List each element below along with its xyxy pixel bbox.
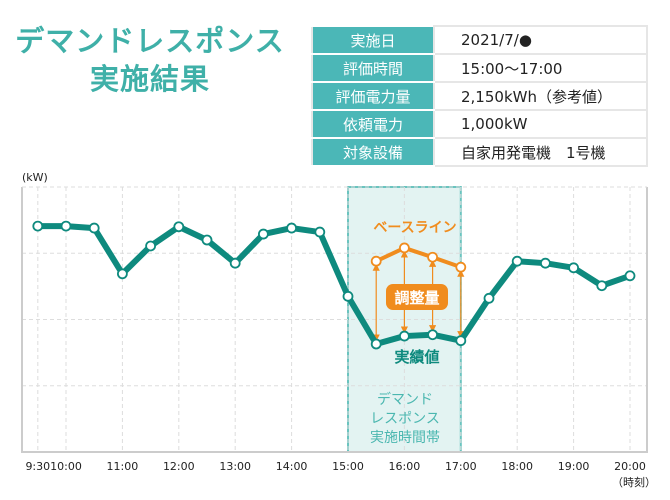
- dr-band-label: デマンド: [377, 391, 433, 408]
- x-tick-label: 13:00: [219, 460, 251, 473]
- actual-point: [60, 220, 72, 232]
- x-tick-label: 11:00: [107, 460, 139, 473]
- actual-point: [511, 255, 523, 267]
- row-label: 評価時間: [311, 53, 435, 83]
- x-tick-label: 15:00: [332, 460, 364, 473]
- row-label: 実施日: [311, 25, 435, 55]
- x-tick-label: 18:00: [501, 460, 533, 473]
- x-tick-label: 16:00: [389, 460, 421, 473]
- plot-frame: [21, 187, 648, 453]
- actual-point: [568, 262, 579, 274]
- row-label: 評価電力量: [311, 81, 435, 111]
- row-label: 対象設備: [311, 137, 435, 167]
- title-line-1: デマンドレスポンス: [15, 24, 285, 58]
- table-row: 実施日 2021/7/●: [311, 25, 648, 55]
- actual-point: [201, 234, 213, 246]
- baseline-point: [455, 261, 467, 273]
- y-axis-label: (kW): [22, 171, 48, 184]
- actual-point: [596, 280, 608, 292]
- actual-point: [370, 338, 382, 350]
- actual-point: [398, 330, 410, 342]
- row-value: 自家用発電機 1号機: [433, 137, 648, 167]
- baseline-line: [375, 245, 462, 270]
- table-row: 依頼電力 1,000kW: [311, 109, 648, 139]
- page-title: デマンドレスポンス 実施結果: [14, 22, 286, 98]
- actual-point: [427, 329, 439, 341]
- actual-point: [624, 270, 636, 282]
- adjustment-badge: [386, 284, 448, 310]
- actual-line: [37, 223, 631, 348]
- actual-point: [314, 226, 326, 238]
- row-value: 1,000kW: [433, 109, 648, 139]
- x-tick-label: 10:00: [50, 460, 82, 473]
- baseline-point: [427, 251, 439, 263]
- actual-series-label: 実績値: [394, 348, 439, 366]
- baseline-series-label: ベースライン: [373, 220, 456, 236]
- actual-point: [455, 335, 467, 347]
- actual-point: [286, 222, 298, 234]
- table-row: 評価電力量 2,150kWh（参考値）: [311, 81, 648, 111]
- actual-point: [342, 290, 354, 302]
- table-row: 評価時間 15:00〜17:00: [311, 53, 648, 83]
- actual-point: [483, 292, 495, 304]
- dr-band-label: レスポンス: [370, 411, 440, 427]
- row-label: 依頼電力: [311, 109, 435, 139]
- x-tick-label: 12:00: [163, 460, 195, 473]
- actual-point: [117, 268, 128, 280]
- actual-point: [145, 240, 157, 252]
- info-table: 実施日 2021/7/● 評価時間 15:00〜17:00 評価電力量 2,150kW…: [311, 25, 648, 167]
- baseline-point: [398, 242, 410, 254]
- x-axis-label: （時刻）: [612, 475, 656, 489]
- x-tick-label: 19:00: [558, 460, 590, 473]
- table-row: 対象設備 自家用発電機 1号機: [311, 137, 648, 167]
- baseline-point: [370, 255, 382, 267]
- actual-point: [173, 221, 185, 233]
- x-tick-label: 20:00: [614, 460, 646, 473]
- row-value: 2,150kWh（参考値）: [433, 81, 648, 111]
- x-tick-label: 9:30: [25, 460, 50, 473]
- actual-point: [32, 220, 44, 232]
- row-value: 15:00〜17:00: [433, 53, 648, 83]
- dr-band-label: 実施時間帯: [370, 430, 440, 446]
- x-tick-label: 17:00: [445, 460, 477, 473]
- actual-point: [540, 257, 551, 269]
- title-line-2: 実施結果: [89, 62, 210, 96]
- x-tick-label: 14:00: [276, 460, 308, 473]
- actual-point: [257, 228, 269, 240]
- row-value: 2021/7/●: [433, 25, 648, 55]
- actual-point: [88, 222, 100, 234]
- actual-point: [229, 257, 241, 269]
- adjustment-label: 調整量: [394, 289, 439, 307]
